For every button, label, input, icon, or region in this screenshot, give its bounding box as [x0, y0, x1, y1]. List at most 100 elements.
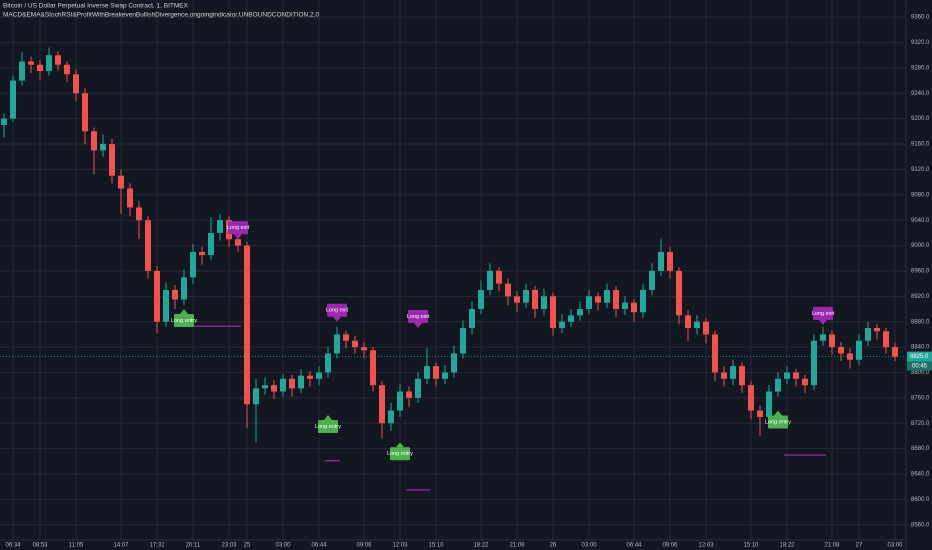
- candle-body: [532, 289, 538, 310]
- candle-body: [262, 385, 268, 389]
- y-tick-label: 8760.0: [911, 395, 930, 401]
- x-tick-label: 09:06: [356, 543, 372, 549]
- marker-box: [408, 310, 428, 324]
- candle-body: [595, 296, 601, 303]
- x-tick-label: 09:06: [662, 543, 678, 549]
- candle-body: [190, 251, 196, 278]
- candle-body: [802, 378, 808, 386]
- candle-body: [127, 188, 133, 208]
- y-tick-label: 8680.0: [911, 446, 930, 452]
- y-tick-label: 8840.0: [911, 345, 930, 351]
- marker-label: Long entry: [315, 424, 341, 430]
- y-tick-label: 9040.0: [911, 218, 930, 224]
- marker-box: [318, 419, 338, 433]
- candle-body: [280, 378, 286, 392]
- marker-box: [768, 415, 788, 429]
- indicator-title: MACD&EMA&StochRSI&ProfitWithBreakevenBul…: [3, 12, 319, 19]
- candle-body: [856, 340, 862, 360]
- candle-body: [469, 309, 475, 329]
- candle-body: [64, 64, 70, 75]
- y-tick-label: 9320.0: [911, 40, 930, 46]
- candle-body: [712, 334, 718, 373]
- marker-label: Long entry: [387, 451, 413, 457]
- grid: [0, 0, 906, 540]
- candle-body: [1, 118, 7, 126]
- candle-body: [523, 289, 529, 303]
- trade-marker: Long entry: [171, 309, 197, 328]
- x-tick-label: 25: [244, 543, 251, 549]
- candle-body: [145, 220, 151, 271]
- candle-body: [46, 55, 52, 72]
- candle-body: [217, 220, 223, 233]
- candle-body: [829, 334, 835, 348]
- candle-body: [181, 277, 187, 300]
- candle-body: [640, 289, 646, 313]
- candle-body: [334, 334, 340, 354]
- candle-body: [199, 251, 205, 256]
- candle-body: [298, 375, 304, 389]
- x-tick-label: 06:34: [5, 543, 21, 549]
- marker-label: Long entry: [171, 318, 197, 324]
- y-tick-label: 8800.0: [911, 370, 930, 376]
- countdown-tag: [907, 361, 932, 371]
- y-tick-label: 8960.0: [911, 269, 930, 275]
- candle-body: [784, 372, 790, 379]
- y-tick-label: 8600.0: [911, 497, 930, 503]
- candle-body: [604, 289, 610, 303]
- marker-arrow: [774, 410, 782, 416]
- marker-label: Long exit: [326, 308, 349, 314]
- y-tick-label: 9240.0: [911, 91, 930, 97]
- candle-body: [271, 385, 277, 392]
- y-tick-label: 8640.0: [911, 472, 930, 478]
- y-tick-label: 9280.0: [911, 65, 930, 71]
- candle-body: [352, 340, 358, 348]
- marker-arrow: [414, 323, 422, 329]
- candle-body: [766, 391, 772, 417]
- y-tick-label: 9000.0: [911, 243, 930, 249]
- candle-body: [613, 289, 619, 310]
- candle-body: [559, 321, 565, 329]
- candle-body: [19, 61, 25, 81]
- candle-body: [100, 144, 106, 151]
- candle-body: [568, 315, 574, 322]
- candle-body: [91, 131, 97, 151]
- x-tick-label: 26: [550, 543, 557, 549]
- trade-marker: Long exit: [812, 306, 835, 325]
- x-tick-label: 08:53: [32, 543, 48, 549]
- candle-body: [721, 372, 727, 379]
- candle-body: [424, 366, 430, 379]
- candle-body: [136, 207, 142, 221]
- candle-body: [505, 283, 511, 297]
- candle-body: [55, 55, 61, 65]
- candle-body: [685, 315, 691, 329]
- candle-body: [487, 270, 493, 290]
- candle-body: [703, 321, 709, 335]
- x-tick-label: 11:05: [69, 543, 84, 549]
- x-tick-label: 23:03: [221, 543, 237, 549]
- candle-body: [343, 334, 349, 341]
- trade-marker: Long exit: [227, 221, 250, 240]
- candle-body: [28, 61, 34, 65]
- candle-body: [838, 347, 844, 354]
- x-tick-label: 21:08: [824, 543, 840, 549]
- x-tick-label: 12:03: [698, 543, 714, 549]
- candle-body: [874, 328, 880, 332]
- candle-body: [370, 350, 376, 386]
- candle-body: [379, 385, 385, 424]
- candle-body: [793, 372, 799, 379]
- countdown-label: 00:45: [912, 364, 928, 370]
- candle-body: [253, 388, 259, 405]
- marker-label: Long exit: [407, 314, 430, 320]
- candle-body: [118, 175, 124, 189]
- marker-label: Long exit: [812, 311, 835, 317]
- candle-body: [622, 302, 628, 310]
- marker-box: [813, 306, 833, 320]
- x-tick-label: 14:07: [113, 543, 129, 549]
- candle-body: [496, 270, 502, 284]
- candle-body: [208, 232, 214, 256]
- marker-arrow: [396, 442, 404, 448]
- marker-box: [174, 314, 194, 328]
